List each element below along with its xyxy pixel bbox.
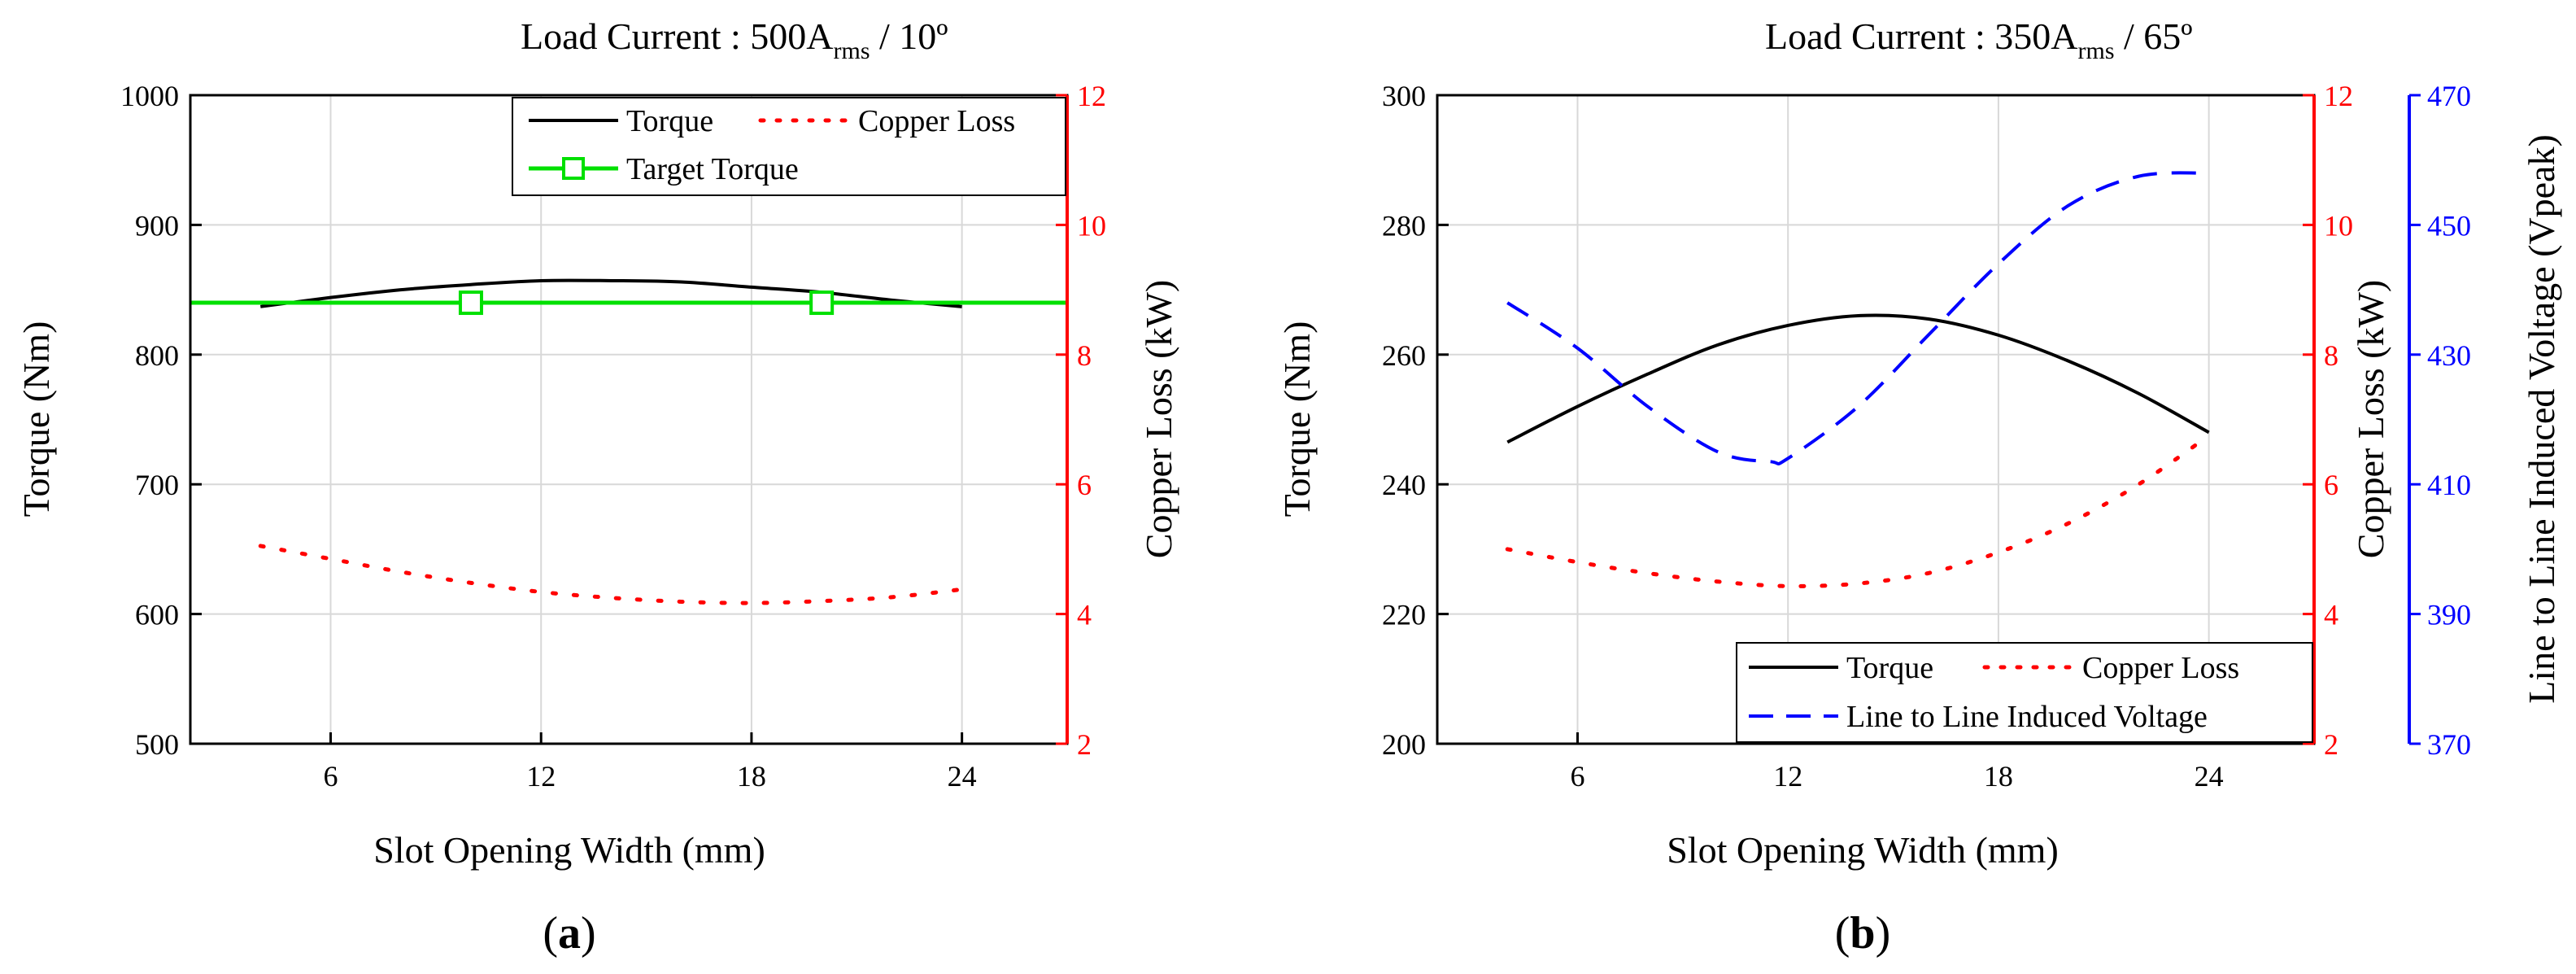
chart-b-title: Load Current : 350Arms / 65º — [1765, 15, 2193, 64]
chart-a: Load Current : 500Arms / 10º 6 12 18 245006… — [15, 15, 1179, 959]
chart-a-ytick-left-label: 1000 — [120, 80, 179, 112]
chart-b-series-copper-loss — [1505, 433, 2212, 588]
chart-b-ytick-right2-label: 410 — [2427, 469, 2471, 501]
chart-b-xtick-label: 12 — [1773, 760, 1802, 793]
chart-b: Load Current : 350Arms / 65º 6 12 18 242002… — [1276, 15, 2562, 959]
chart-a-xtick-label: 18 — [737, 760, 766, 793]
chart-b-ytick-right-label: 8 — [2324, 339, 2338, 372]
chart-b-series — [1505, 171, 2212, 588]
chart-a-ytick-right-label: 8 — [1077, 339, 1092, 372]
chart-b-ytick-right2-label: 430 — [2427, 339, 2471, 372]
chart-a-title: Load Current : 500Arms / 10º — [521, 15, 948, 64]
chart-a-ytick-left-label: 800 — [135, 339, 179, 372]
chart-b-ytick-left-label: 300 — [1382, 80, 1426, 112]
chart-b-legend: Torque Copper Loss Line to Line Induced … — [1736, 642, 2313, 743]
chart-a-ylabel-right: Copper Loss (kW) — [1138, 280, 1179, 558]
chart-a-xtick-label: 6 — [323, 760, 338, 793]
chart-a-series-torque — [259, 278, 962, 308]
chart-a-legend-box — [512, 97, 1066, 196]
chart-a-ytick-left-label: 900 — [135, 209, 179, 242]
chart-a-ytick-right-label: 4 — [1077, 599, 1092, 631]
chart-b-ytick-right-label: 6 — [2324, 469, 2338, 501]
chart-a-legend-copper: Copper Loss — [858, 104, 1015, 138]
chart-b-ytick-left-label: 220 — [1382, 599, 1426, 631]
chart-b-ytick-right-label: 10 — [2324, 209, 2353, 242]
chart-b-legend-voltage: Line to Line Induced Voltage — [1846, 700, 2208, 734]
chart-a-ytick-right-label: 12 — [1077, 80, 1106, 112]
chart-a-panel-label: (a) — [543, 908, 595, 959]
chart-a-xtick-label: 24 — [948, 760, 977, 793]
chart-b-grid — [1437, 95, 2314, 744]
chart-a-series-copper-loss — [258, 544, 965, 605]
chart-b-ytick-right2-label: 470 — [2427, 80, 2471, 112]
chart-b-series-torque — [1506, 313, 2210, 444]
chart-b-ytick-right-label: 4 — [2324, 599, 2338, 631]
chart-a-legend-torque: Torque — [626, 104, 713, 138]
chart-b-ticks: 6 12 18 24200220240260280300246810123703904… — [1382, 80, 2471, 793]
chart-a-target-marker — [809, 290, 835, 316]
chart-a-target-marker — [458, 290, 483, 316]
chart-b-ylabel-right: Copper Loss (kW) — [2350, 280, 2391, 558]
chart-a-ytick-right-label: 2 — [1077, 728, 1092, 761]
chart-b-legend-torque: Torque — [1846, 651, 1933, 685]
chart-b-panel-label: (b) — [1835, 908, 1890, 959]
chart-a-series — [190, 278, 1067, 605]
chart-b-xlabel: Slot Opening Width (mm) — [1667, 829, 2059, 871]
chart-b-ytick-left-label: 280 — [1382, 209, 1426, 242]
chart-a-grid — [190, 95, 1067, 744]
chart-a-ylabel-left: Torque (Nm) — [15, 321, 57, 518]
chart-b-series-line-to-line-induced-voltage — [1506, 171, 2209, 466]
chart-a-xtick-label: 12 — [526, 760, 556, 793]
chart-b-ytick-right-label: 12 — [2324, 80, 2353, 112]
chart-b-xtick-label: 24 — [2195, 760, 2224, 793]
chart-a-ytick-left-label: 700 — [135, 469, 179, 501]
chart-b-xtick-label: 18 — [1984, 760, 2013, 793]
chart-a-legend: Torque Copper Loss Target Torque — [512, 97, 1066, 196]
chart-b-ytick-right2-label: 370 — [2427, 728, 2471, 761]
chart-b-ylabel-left: Torque (Nm) — [1276, 321, 1318, 518]
chart-b-ytick-left-label: 200 — [1382, 728, 1426, 761]
chart-b-ylabel-right2: Line to Line Induced Voltage (Vpeak) — [2521, 134, 2562, 704]
chart-b-ytick-right2-label: 450 — [2427, 209, 2471, 242]
chart-a-ytick-left-label: 500 — [135, 728, 179, 761]
chart-a-ytick-right-label: 6 — [1077, 469, 1092, 501]
chart-a-ytick-left-label: 600 — [135, 599, 179, 631]
chart-b-ytick-right2-label: 390 — [2427, 599, 2471, 631]
chart-b-legend-copper: Copper Loss — [2082, 651, 2239, 685]
chart-a-ytick-right-label: 10 — [1077, 209, 1106, 242]
chart-b-ytick-right-label: 2 — [2324, 728, 2338, 761]
chart-b-xtick-label: 6 — [1570, 760, 1584, 793]
chart-b-ytick-left-label: 260 — [1382, 339, 1426, 372]
chart-a-xlabel: Slot Opening Width (mm) — [373, 829, 765, 871]
chart-b-ytick-left-label: 240 — [1382, 469, 1426, 501]
chart-a-legend-target: Target Torque — [626, 152, 799, 186]
chart-a-legend-target-marker — [562, 157, 585, 180]
chart-b-legend-box — [1736, 642, 2313, 743]
